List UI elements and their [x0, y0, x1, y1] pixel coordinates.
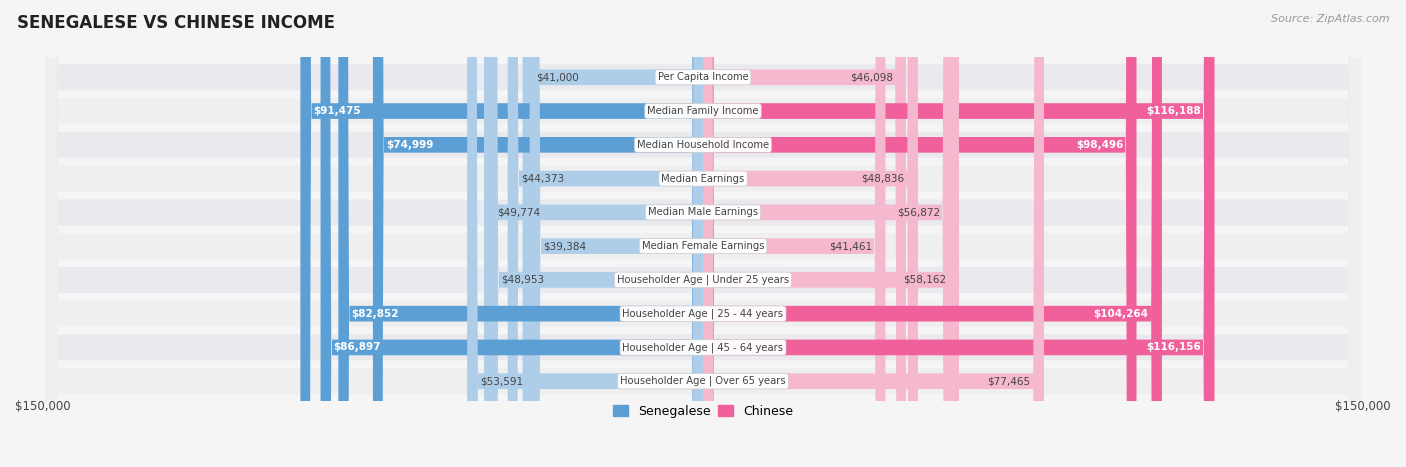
FancyBboxPatch shape — [484, 0, 703, 467]
Text: $116,156: $116,156 — [1146, 342, 1201, 353]
Text: SENEGALESE VS CHINESE INCOME: SENEGALESE VS CHINESE INCOME — [17, 14, 335, 32]
FancyBboxPatch shape — [45, 0, 1361, 467]
Text: $48,953: $48,953 — [501, 275, 544, 285]
FancyBboxPatch shape — [530, 0, 703, 467]
Text: Householder Age | Over 65 years: Householder Age | Over 65 years — [620, 376, 786, 387]
FancyBboxPatch shape — [45, 0, 1361, 467]
FancyBboxPatch shape — [45, 0, 1361, 467]
Text: Householder Age | 25 - 44 years: Householder Age | 25 - 44 years — [623, 308, 783, 319]
Text: Householder Age | 45 - 64 years: Householder Age | 45 - 64 years — [623, 342, 783, 353]
Text: $39,384: $39,384 — [543, 241, 586, 251]
Text: $58,162: $58,162 — [903, 275, 946, 285]
FancyBboxPatch shape — [45, 0, 1361, 467]
Text: Source: ZipAtlas.com: Source: ZipAtlas.com — [1271, 14, 1389, 24]
FancyBboxPatch shape — [523, 0, 703, 467]
Text: $91,475: $91,475 — [314, 106, 361, 116]
FancyBboxPatch shape — [703, 0, 1136, 467]
Text: $41,000: $41,000 — [536, 72, 578, 82]
FancyBboxPatch shape — [45, 0, 1361, 467]
Text: $82,852: $82,852 — [352, 309, 399, 318]
Text: Median Male Earnings: Median Male Earnings — [648, 207, 758, 217]
FancyBboxPatch shape — [703, 0, 886, 467]
Text: $77,465: $77,465 — [987, 376, 1031, 386]
Text: $49,774: $49,774 — [498, 207, 540, 217]
FancyBboxPatch shape — [45, 0, 1361, 467]
Text: Median Female Earnings: Median Female Earnings — [641, 241, 765, 251]
Text: $98,496: $98,496 — [1076, 140, 1123, 150]
Text: Median Family Income: Median Family Income — [647, 106, 759, 116]
FancyBboxPatch shape — [703, 0, 1215, 467]
FancyBboxPatch shape — [301, 0, 703, 467]
Text: Median Household Income: Median Household Income — [637, 140, 769, 150]
Text: $116,188: $116,188 — [1146, 106, 1201, 116]
Text: $86,897: $86,897 — [333, 342, 381, 353]
Text: $41,461: $41,461 — [830, 241, 872, 251]
Text: $150,000: $150,000 — [1336, 400, 1391, 413]
FancyBboxPatch shape — [45, 0, 1361, 467]
Text: Householder Age | Under 25 years: Householder Age | Under 25 years — [617, 275, 789, 285]
Text: Median Earnings: Median Earnings — [661, 174, 745, 184]
FancyBboxPatch shape — [373, 0, 703, 467]
Text: $44,373: $44,373 — [520, 174, 564, 184]
Text: $53,591: $53,591 — [481, 376, 523, 386]
Text: $150,000: $150,000 — [15, 400, 70, 413]
FancyBboxPatch shape — [703, 0, 953, 467]
Text: $56,872: $56,872 — [897, 207, 941, 217]
Text: Per Capita Income: Per Capita Income — [658, 72, 748, 82]
FancyBboxPatch shape — [703, 0, 905, 467]
FancyBboxPatch shape — [703, 0, 1215, 467]
FancyBboxPatch shape — [703, 0, 1043, 467]
Text: $48,836: $48,836 — [862, 174, 904, 184]
Text: $46,098: $46,098 — [849, 72, 893, 82]
FancyBboxPatch shape — [339, 0, 703, 467]
FancyBboxPatch shape — [703, 0, 918, 467]
FancyBboxPatch shape — [488, 0, 703, 467]
FancyBboxPatch shape — [45, 0, 1361, 467]
FancyBboxPatch shape — [45, 0, 1361, 467]
FancyBboxPatch shape — [508, 0, 703, 467]
Text: $74,999: $74,999 — [387, 140, 433, 150]
FancyBboxPatch shape — [703, 0, 1161, 467]
Legend: Senegalese, Chinese: Senegalese, Chinese — [607, 400, 799, 423]
Text: $104,264: $104,264 — [1094, 309, 1149, 318]
FancyBboxPatch shape — [703, 0, 959, 467]
FancyBboxPatch shape — [321, 0, 703, 467]
FancyBboxPatch shape — [45, 0, 1361, 467]
FancyBboxPatch shape — [467, 0, 703, 467]
